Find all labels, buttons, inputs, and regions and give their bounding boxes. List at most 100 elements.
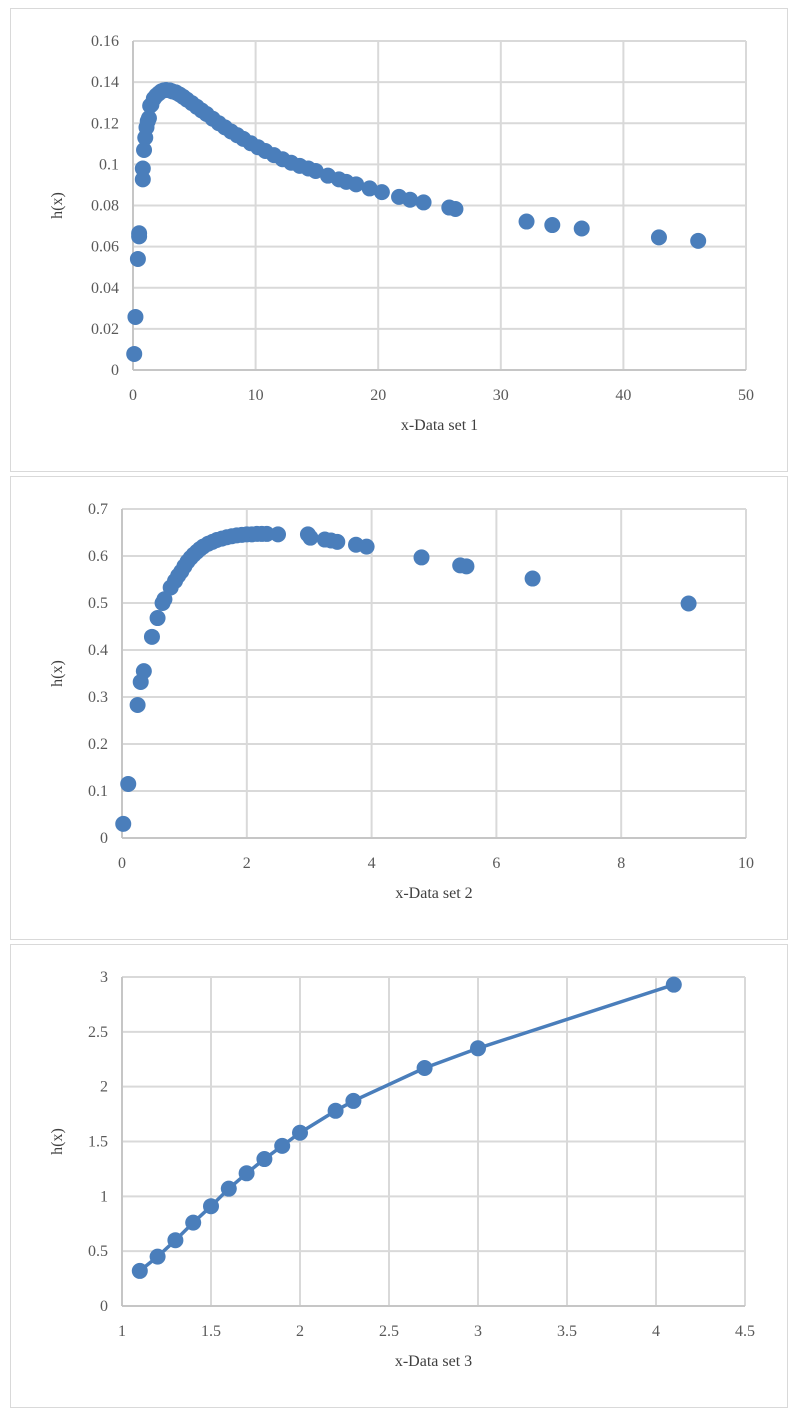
data-point [156, 591, 173, 608]
x-tick-label: 50 [738, 387, 754, 404]
y-tick-label: 1 [100, 1188, 108, 1205]
x-tick-label: 2.5 [379, 1323, 399, 1340]
y-tick-label: 0.1 [99, 156, 119, 173]
data-point [292, 1124, 308, 1141]
data-point [650, 229, 667, 246]
data-point [256, 1151, 273, 1168]
x-tick-label: 10 [248, 387, 264, 404]
data-point [134, 160, 151, 177]
data-point [415, 194, 432, 211]
data-point [129, 696, 146, 713]
y-tick-label: 2 [100, 1079, 108, 1096]
data-point [345, 1092, 362, 1109]
data-point [131, 225, 148, 242]
data-point [665, 976, 682, 993]
data-point [274, 1137, 291, 1154]
data-point [413, 549, 430, 566]
y-tick-label: 0.16 [91, 33, 119, 50]
data-point [680, 595, 697, 612]
x-tick-label: 4.5 [735, 1323, 755, 1340]
y-axis-title: h(x) [49, 1128, 66, 1155]
x-tick-label: 1 [118, 1323, 126, 1340]
data-point [348, 176, 365, 193]
data-point [167, 1232, 184, 1249]
data-point [120, 775, 137, 792]
data-point [361, 180, 378, 197]
y-tick-label: 0.5 [88, 1243, 108, 1260]
y-axis-title: h(x) [49, 660, 66, 687]
data-point [149, 610, 166, 627]
y-tick-label: 0 [100, 1298, 108, 1315]
x-tick-label: 2 [243, 855, 251, 872]
data-point [270, 526, 286, 543]
x-tick-label: 1.5 [201, 1323, 221, 1340]
x-tick-label: 6 [492, 855, 500, 872]
y-tick-label: 1.5 [88, 1134, 108, 1151]
x-tick-label: 0 [129, 387, 137, 404]
data-point [518, 213, 535, 230]
y-tick-label: 0.06 [91, 239, 119, 256]
data-point [185, 1214, 202, 1231]
data-point [329, 533, 346, 550]
data-point [470, 1040, 486, 1057]
data-point [573, 220, 590, 237]
y-tick-label: 0.12 [91, 115, 119, 132]
y-tick-label: 0.6 [88, 548, 108, 565]
data-point [127, 308, 144, 325]
data-point [115, 815, 132, 832]
x-tick-label: 30 [493, 387, 509, 404]
x-tick-label: 20 [370, 387, 386, 404]
x-tick-label: 0 [118, 855, 126, 872]
data-point [358, 538, 375, 555]
data-point [307, 162, 324, 179]
y-tick-label: 3 [100, 969, 108, 986]
data-point [140, 110, 157, 127]
y-tick-label: 0 [100, 830, 108, 847]
data-point [402, 191, 419, 208]
data-point [327, 1102, 344, 1119]
data-point [143, 628, 160, 645]
data-point [302, 529, 319, 546]
data-point [203, 1198, 219, 1215]
x-tick-label: 4 [652, 1323, 660, 1340]
data-point [458, 558, 475, 575]
data-point [524, 570, 541, 587]
chart-panel-3 [10, 944, 788, 1408]
y-axis-title: h(x) [49, 192, 66, 219]
data-point [129, 250, 146, 267]
x-tick-label: 8 [617, 855, 625, 872]
data-point [544, 217, 561, 234]
data-point [258, 525, 275, 542]
y-tick-label: 2.5 [88, 1024, 108, 1041]
x-tick-label: 10 [738, 855, 754, 872]
y-tick-label: 0.14 [91, 74, 119, 91]
data-point [220, 1180, 237, 1197]
data-point [373, 184, 390, 201]
y-tick-label: 0.08 [91, 198, 119, 215]
y-tick-label: 0.4 [88, 642, 108, 659]
x-axis-title: x-Data set 3 [395, 1353, 472, 1370]
data-point [149, 1248, 166, 1265]
data-point [690, 232, 707, 249]
x-axis-title: x-Data set 2 [395, 885, 472, 902]
y-tick-label: 0.2 [88, 736, 108, 753]
data-point [131, 1262, 148, 1279]
y-tick-label: 0.02 [91, 321, 119, 338]
data-point [135, 663, 152, 680]
y-tick-label: 0.1 [88, 783, 108, 800]
data-point [126, 345, 143, 362]
x-tick-label: 40 [615, 387, 631, 404]
x-tick-label: 2 [296, 1323, 304, 1340]
y-tick-label: 0.3 [88, 689, 108, 706]
y-tick-label: 0.7 [88, 501, 108, 518]
x-axis-title: x-Data set 1 [401, 417, 478, 434]
data-point [447, 200, 464, 217]
x-tick-label: 3.5 [557, 1323, 577, 1340]
x-tick-label: 4 [368, 855, 376, 872]
y-tick-label: 0.5 [88, 595, 108, 612]
x-tick-label: 3 [474, 1323, 482, 1340]
data-point [136, 141, 153, 158]
data-point [238, 1165, 255, 1182]
y-tick-label: 0.04 [91, 280, 119, 297]
